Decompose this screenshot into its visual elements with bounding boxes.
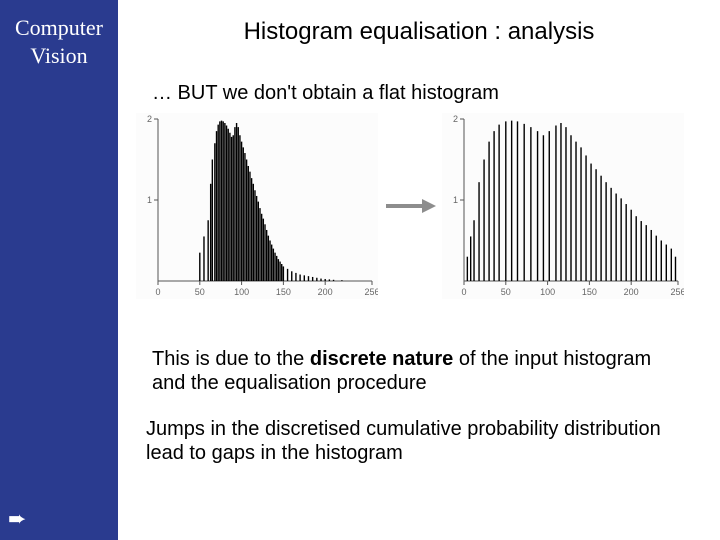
svg-text:1: 1 xyxy=(453,195,458,205)
histogram-right-svg: 1 2 0 50 100 150 200 256 xyxy=(442,113,684,299)
svg-text:50: 50 xyxy=(501,287,511,297)
main-content: Histogram equalisation : analysis … BUT … xyxy=(118,0,720,540)
paragraph-2: Jumps in the discretised cumulative prob… xyxy=(118,395,720,465)
svg-text:200: 200 xyxy=(624,287,639,297)
sidebar-title-line2: Vision xyxy=(30,43,87,68)
svg-text:0: 0 xyxy=(155,287,160,297)
sidebar-title: Computer Vision xyxy=(0,14,118,69)
sidebar: Computer Vision ➨ xyxy=(0,0,118,540)
svg-text:50: 50 xyxy=(195,287,205,297)
svg-text:200: 200 xyxy=(318,287,333,297)
svg-text:150: 150 xyxy=(582,287,597,297)
svg-text:150: 150 xyxy=(276,287,291,297)
svg-text:100: 100 xyxy=(234,287,249,297)
histogram-left-svg: 1 2 0 50 100 150 200 256 xyxy=(136,113,378,299)
histogram-left: 1 2 0 50 100 150 200 256 xyxy=(136,113,378,299)
charts-row: 1 2 0 50 100 150 200 256 1 2 0 50 100 150 200 256 xyxy=(118,105,720,299)
page-title: Histogram equalisation : analysis xyxy=(118,0,720,46)
svg-text:2: 2 xyxy=(147,114,152,124)
histogram-right: 1 2 0 50 100 150 200 256 xyxy=(442,113,684,299)
transform-arrow-icon xyxy=(378,196,442,216)
para1-pre: This is due to the xyxy=(152,348,310,370)
arrow-svg xyxy=(384,196,436,216)
next-arrow-icon: ➨ xyxy=(8,506,26,532)
svg-text:256: 256 xyxy=(364,287,378,297)
paragraph-1: This is due to the discrete nature of th… xyxy=(118,299,720,395)
svg-text:2: 2 xyxy=(453,114,458,124)
sidebar-title-line1: Computer xyxy=(15,15,103,40)
para1-bold: discrete nature xyxy=(310,348,453,370)
subheading: … BUT we don't obtain a flat histogram xyxy=(118,46,720,105)
svg-text:256: 256 xyxy=(670,287,684,297)
svg-text:1: 1 xyxy=(147,195,152,205)
svg-text:100: 100 xyxy=(540,287,555,297)
svg-text:0: 0 xyxy=(461,287,466,297)
